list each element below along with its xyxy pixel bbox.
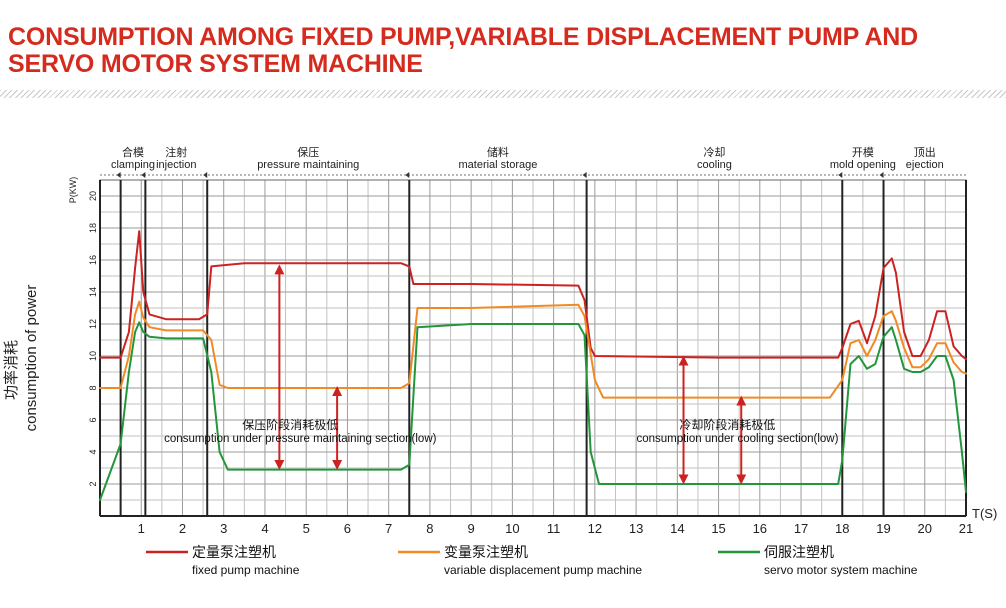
y-tick-label: 20 [88,191,98,201]
phase-label-en: pressure maintaining [257,159,359,171]
x-tick-label: 2 [179,521,186,536]
x-tick-label: 9 [468,521,475,536]
y-axis-label-en: consumption of power [23,285,40,432]
legend-label-en: servo motor system machine [764,563,918,577]
series-line-1 [99,300,967,399]
legend-label-cn: 伺服注塑机 [764,544,834,560]
x-tick-label: 8 [426,521,433,536]
legend-label-en: variable displacement pump machine [444,563,642,577]
x-tick-label: 13 [629,521,643,536]
x-tick-label: 3 [220,521,227,536]
x-tick-label: 12 [588,521,602,536]
x-tick-label: 4 [261,521,268,536]
x-tick-label: 18 [835,521,849,536]
phase-label-cn: 顶出 [914,145,936,159]
x-tick-label: 21 [959,521,973,536]
x-tick-label: 1 [138,521,145,536]
y-axis-label-cn: 功率消耗 [3,340,20,400]
y-tick-label: 8 [88,385,98,390]
x-tick-label: 17 [794,521,808,536]
x-tick-label: 19 [876,521,890,536]
annotation-cn: 保压阶段消耗极低 [242,417,338,432]
phase-marker [582,172,587,178]
x-tick-label: 14 [670,521,684,536]
annotation-en: consumption under cooling section(low) [636,433,838,445]
phase-marker [203,172,208,178]
y-unit-label: P(KW) [68,177,78,204]
x-tick-label: 15 [711,521,725,536]
title-divider [0,90,1006,98]
phase-label-cn: 注射 [165,145,187,159]
phase-label-en: injection [156,159,196,171]
x-tick-label: 6 [344,521,351,536]
phase-marker [405,172,410,178]
legend-label-cn: 定量泵注塑机 [192,544,276,560]
phase-label-cn: 保压 [297,145,319,159]
phase-label-en: clamping [111,159,155,171]
phase-marker [141,172,146,178]
x-tick-label: 11 [547,521,561,536]
phase-label-cn: 储料 [487,145,509,159]
phase-label-en: cooling [697,159,732,171]
y-tick-label: 6 [88,417,98,422]
y-tick-label: 16 [88,255,98,265]
phase-marker [116,172,121,178]
phase-label-cn: 开模 [852,146,874,159]
phase-label-en: ejection [906,159,944,171]
x-tick-label: 10 [505,521,519,536]
y-tick-label: 14 [88,287,98,297]
legend-label-en: fixed pump machine [192,563,300,577]
y-tick-label: 18 [88,223,98,233]
phase-label-en: mold opening [830,159,896,171]
legend-label-cn: 变量泵注塑机 [444,544,528,560]
x-tick-label: 5 [303,521,310,536]
x-tick-label: 16 [753,521,767,536]
y-tick-label: 12 [88,319,98,329]
grid [99,179,967,517]
annotation-en: consumption under pressure maintaining s… [164,433,436,445]
x-tick-label: 7 [385,521,392,536]
x-tick-label: 20 [918,521,932,536]
phase-marker [838,172,843,178]
phase-label-en: material storage [459,159,538,171]
y-tick-label: 4 [88,449,98,454]
page-title: CONSUMPTION AMONG FIXED PUMP,VARIABLE DI… [8,23,919,78]
x-axis-label: T(S) [972,506,997,521]
series-line-0 [99,230,967,361]
y-tick-label: 10 [88,351,98,361]
annotation-cn: 冷却阶段消耗极低 [679,417,775,432]
series-line-2 [99,321,967,501]
phase-label-cn: 冷却 [703,146,725,159]
phase-marker [879,172,884,178]
y-tick-label: 2 [88,481,98,486]
phase-label-cn: 合模 [122,145,144,159]
